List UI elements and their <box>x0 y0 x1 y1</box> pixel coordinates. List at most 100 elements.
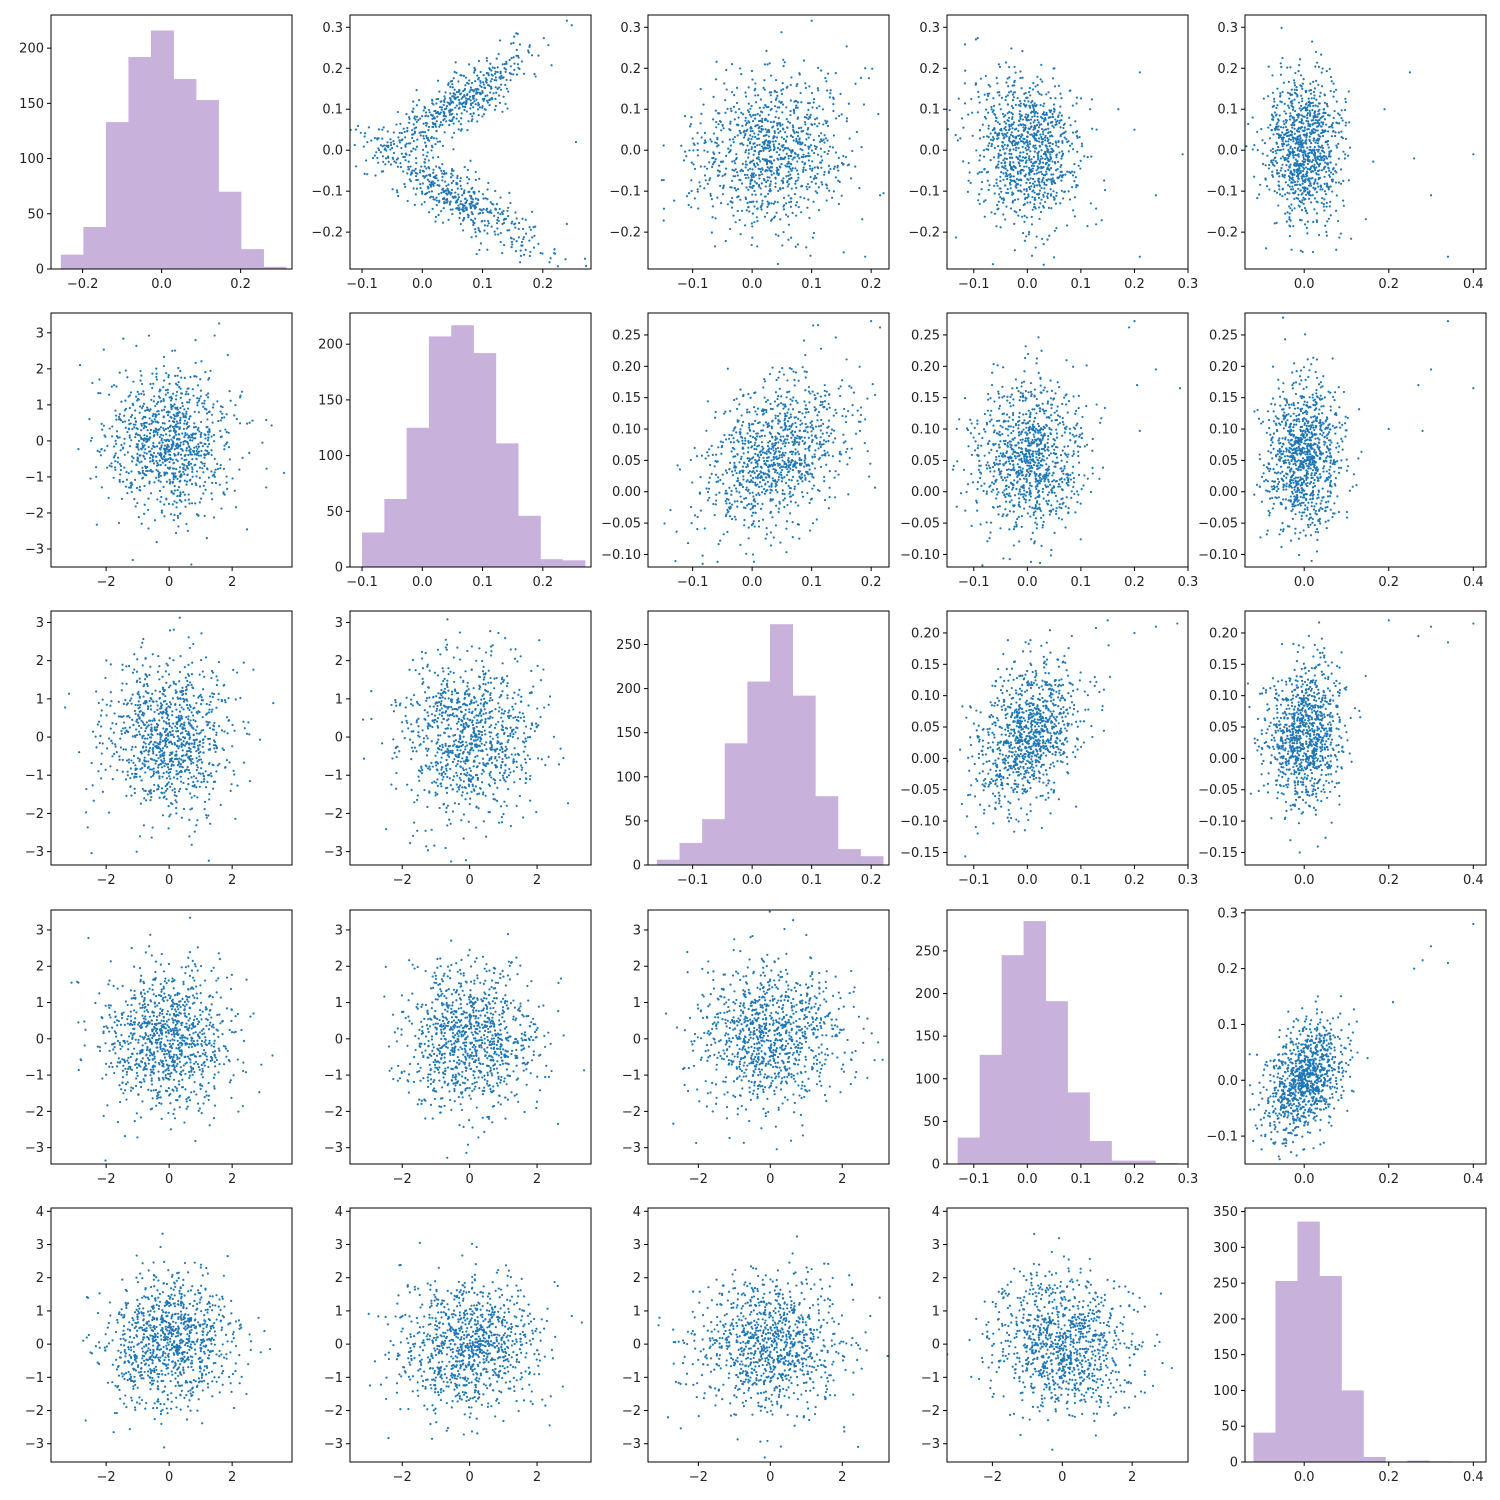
scatter-point <box>1282 126 1285 129</box>
scatter-point <box>143 451 146 454</box>
scatter-point <box>457 193 460 196</box>
scatter-point <box>781 123 784 126</box>
scatter-point <box>435 120 438 123</box>
scatter-point <box>150 422 153 425</box>
scatter-point <box>507 214 510 218</box>
scatter-point <box>1015 211 1018 214</box>
scatter-point <box>1029 126 1032 129</box>
scatter-point <box>415 145 418 148</box>
scatter-point <box>1014 136 1018 139</box>
axes-frame <box>647 14 890 270</box>
scatter-point <box>1297 204 1300 207</box>
scatter-point <box>1328 125 1331 129</box>
scatter-point <box>469 102 472 105</box>
scatter-point <box>980 188 983 191</box>
scatter-point <box>470 197 473 200</box>
scatter-point <box>1062 126 1065 130</box>
scatter-point <box>832 103 835 106</box>
scatter-point <box>172 436 176 439</box>
scatter-point <box>435 196 438 199</box>
scatter-point <box>991 110 994 114</box>
scatter-point <box>710 198 713 201</box>
scatter-point <box>768 144 771 147</box>
scatter-point <box>989 132 992 135</box>
scatter-point <box>735 86 739 89</box>
scatter-point <box>1288 185 1291 188</box>
scatter-point <box>1266 154 1269 157</box>
x-tick-label: 0.1 <box>801 277 822 292</box>
scatter-point <box>990 105 993 109</box>
scatter-point <box>840 194 843 197</box>
scatter-point <box>838 180 841 183</box>
scatter-point <box>787 120 790 123</box>
scatter-point <box>1274 128 1277 132</box>
scatter-point <box>475 235 478 238</box>
scatter-point <box>793 111 796 115</box>
scatter-point <box>995 76 998 80</box>
scatter-point <box>211 481 214 484</box>
scatter-point <box>136 452 139 455</box>
scatter-point <box>786 162 789 165</box>
scatter-point <box>711 163 714 166</box>
scatter-point <box>207 442 211 446</box>
scatter-point <box>816 153 820 156</box>
scatter-point <box>140 406 144 410</box>
scatter-point <box>485 57 488 60</box>
scatter-point <box>837 179 840 182</box>
scatter-point <box>1069 89 1072 92</box>
scatter-point <box>1048 109 1051 112</box>
scatter-point <box>428 167 431 170</box>
scatter-point <box>452 148 455 151</box>
scatter-point <box>696 149 699 152</box>
scatter-point <box>769 146 772 149</box>
scatter-point <box>1313 208 1316 211</box>
scatter-point <box>180 376 183 379</box>
scatter-point <box>441 188 444 191</box>
scatter-point <box>165 459 168 462</box>
scatter-point <box>907 172 909 174</box>
scatter-point <box>151 372 154 375</box>
scatter-point <box>197 399 201 402</box>
scatter-point <box>1332 172 1335 176</box>
scatter-point <box>326 140 328 142</box>
scatter-point <box>515 54 518 57</box>
scatter-point <box>1321 197 1324 200</box>
scatter-point <box>1287 168 1290 171</box>
scatter-point <box>1073 163 1076 166</box>
scatter-point <box>780 89 783 92</box>
scatter-point <box>205 393 208 397</box>
scatter-point <box>1320 185 1323 189</box>
scatter-point <box>731 160 734 163</box>
scatter-point <box>469 112 472 116</box>
scatter-point <box>185 390 188 393</box>
scatter-point <box>733 186 736 190</box>
scatter-point <box>451 118 454 121</box>
scatter-point <box>167 448 170 452</box>
scatter-point <box>1325 234 1328 237</box>
scatter-point <box>982 200 985 203</box>
scatter-point <box>990 144 993 148</box>
scatter-point <box>238 468 241 471</box>
scatter-point <box>498 207 501 211</box>
y-tick-label: 0.0 <box>1217 144 1238 159</box>
scatter-point <box>1303 106 1306 109</box>
scatter-point <box>141 405 145 408</box>
scatter-point <box>882 192 885 195</box>
scatter-point <box>157 413 161 416</box>
scatter-point <box>531 210 534 213</box>
scatter-point <box>531 236 534 239</box>
scatter-point <box>1292 224 1295 228</box>
scatter-point <box>102 348 105 351</box>
scatter-point <box>354 128 358 131</box>
scatter-point <box>1344 153 1347 156</box>
scatter-point <box>1074 131 1078 134</box>
scatter-point <box>798 138 801 141</box>
scatter-point <box>136 457 139 460</box>
scatter-point <box>1033 180 1036 183</box>
scatter-point <box>1020 114 1023 117</box>
scatter-point <box>778 148 782 151</box>
scatter-point <box>762 147 765 150</box>
scatter-point <box>153 481 156 484</box>
scatter-point <box>231 477 234 480</box>
